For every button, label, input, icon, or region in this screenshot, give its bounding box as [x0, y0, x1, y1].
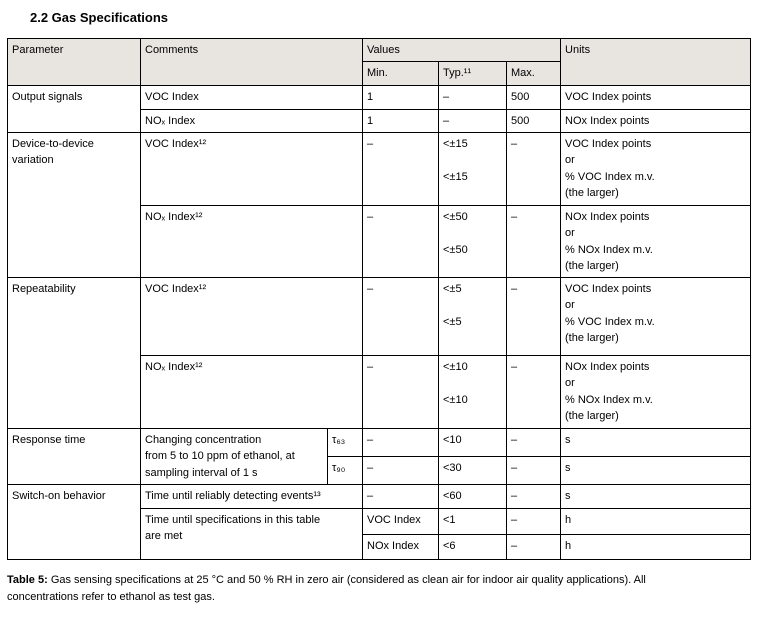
tau63-cell: τ₆₃	[327, 427, 363, 457]
column-header-units: Units	[560, 38, 752, 86]
max-cell: –	[505, 354, 562, 429]
comment-cell: VOC Index¹²	[140, 276, 363, 356]
table-header-row: Min. Typ.¹¹ Max.	[8, 60, 751, 86]
units-cell: s	[560, 427, 752, 457]
param-cell: Response time	[7, 427, 141, 485]
typ-cell: <±10 <±10	[438, 354, 507, 429]
table-row: Switch-on behavior Time until reliably d…	[7, 483, 752, 560]
table-header-row: Parameter Comments Values Units	[7, 38, 752, 86]
max-cell: –	[505, 507, 562, 535]
signal-label-cell: NOx Index	[362, 533, 439, 560]
param-cell: Output signals	[7, 84, 141, 133]
typ-cell: <6	[438, 533, 507, 560]
typ-cell: <10	[438, 427, 507, 457]
comment-cell: NOₓ Index¹²	[140, 204, 363, 278]
min-cell: –	[362, 131, 439, 206]
max-cell: –	[505, 204, 562, 278]
comment-cell: Time until specifications in this table …	[140, 507, 363, 560]
param-cell: Device-to-device variation	[7, 131, 141, 278]
caption-text: Gas sensing specifications at 25 °C and …	[7, 573, 646, 603]
tau90-cell: τ₉₀	[327, 455, 363, 485]
min-cell: 1	[362, 84, 439, 110]
units-cell: h	[560, 533, 752, 560]
min-cell: –	[362, 276, 439, 356]
table-row: Response time Changing concentration fro…	[7, 427, 752, 485]
comment-cell: NOₓ Index¹²	[140, 354, 363, 429]
table-row: Time until specifications in this table …	[8, 507, 752, 560]
typ-cell: –	[438, 84, 507, 110]
column-header-typ: Typ.¹¹	[438, 60, 507, 86]
max-cell: 500	[505, 84, 562, 110]
comment-cell: Changing concentration from 5 to 10 ppm …	[140, 427, 328, 485]
max-cell: –	[505, 427, 562, 457]
units-cell: VOC Index points or % VOC Index m.v. (th…	[560, 276, 752, 356]
column-header-comments: Comments	[140, 38, 363, 86]
typ-cell: <1	[438, 507, 507, 535]
caption-label: Table 5:	[7, 573, 48, 586]
table-row: Output signals VOC Index 1 – 500 VOC Ind…	[7, 84, 752, 133]
table-row: NOx Index <6 – h	[8, 533, 752, 560]
param-cell: Switch-on behavior	[7, 483, 141, 560]
typ-cell: <60	[438, 483, 507, 509]
column-header-values: Values	[361, 38, 562, 62]
table-row: NOₓ Index 1 – 500 NOx Index points	[8, 108, 752, 133]
min-cell: 1	[362, 108, 439, 133]
signal-label-cell: VOC Index	[362, 507, 439, 535]
units-cell: NOx Index points or % NOx Index m.v. (th…	[560, 354, 752, 429]
typ-cell: <±15 <±15	[438, 131, 507, 206]
column-header-parameter: Parameter	[7, 38, 141, 86]
units-cell: s	[560, 483, 752, 509]
section-title: 2.2 Gas Specifications	[30, 10, 169, 25]
table-row: τ₉₀ – <30 – s	[8, 455, 752, 485]
typ-cell: <±50 <±50	[438, 204, 507, 278]
units-cell: NOx Index points	[560, 108, 752, 133]
max-cell: –	[505, 455, 562, 485]
document-page: 2.2 Gas Specifications Parameter Comment…	[7, 10, 754, 606]
min-cell: –	[362, 354, 439, 429]
table-row: Repeatability VOC Index¹² – <±5 <±5 – VO…	[7, 276, 752, 429]
comment-cell: Time until reliably detecting events¹³	[140, 483, 363, 509]
max-cell: –	[505, 483, 562, 509]
units-cell: NOx Index points or % NOx Index m.v. (th…	[560, 204, 752, 278]
max-cell: –	[505, 276, 562, 356]
units-cell: VOC Index points or % VOC Index m.v. (th…	[560, 131, 752, 206]
max-cell: 500	[505, 108, 562, 133]
comment-cell: VOC Index	[140, 84, 363, 110]
typ-cell: <±5 <±5	[438, 276, 507, 356]
units-cell: s	[560, 455, 752, 485]
typ-cell: –	[438, 108, 507, 133]
typ-cell: <30	[438, 455, 507, 485]
table-caption: Table 5: Gas sensing specifications at 2…	[7, 572, 754, 606]
units-cell: VOC Index points	[560, 84, 752, 110]
units-cell: h	[560, 507, 752, 535]
min-cell: –	[362, 204, 439, 278]
max-cell: –	[505, 131, 562, 206]
min-cell: –	[362, 483, 439, 509]
column-header-min: Min.	[362, 60, 439, 86]
max-cell: –	[505, 533, 562, 560]
min-cell: –	[362, 427, 439, 457]
gas-specifications-table: Parameter Comments Values Units Min. Typ…	[7, 38, 752, 560]
min-cell: –	[362, 455, 439, 485]
param-cell: Repeatability	[7, 276, 141, 429]
comment-cell: VOC Index¹²	[140, 131, 363, 206]
table-row: Device-to-device variation VOC Index¹² –…	[7, 131, 752, 278]
column-header-max: Max.	[505, 60, 562, 86]
comment-cell: NOₓ Index	[140, 108, 363, 133]
